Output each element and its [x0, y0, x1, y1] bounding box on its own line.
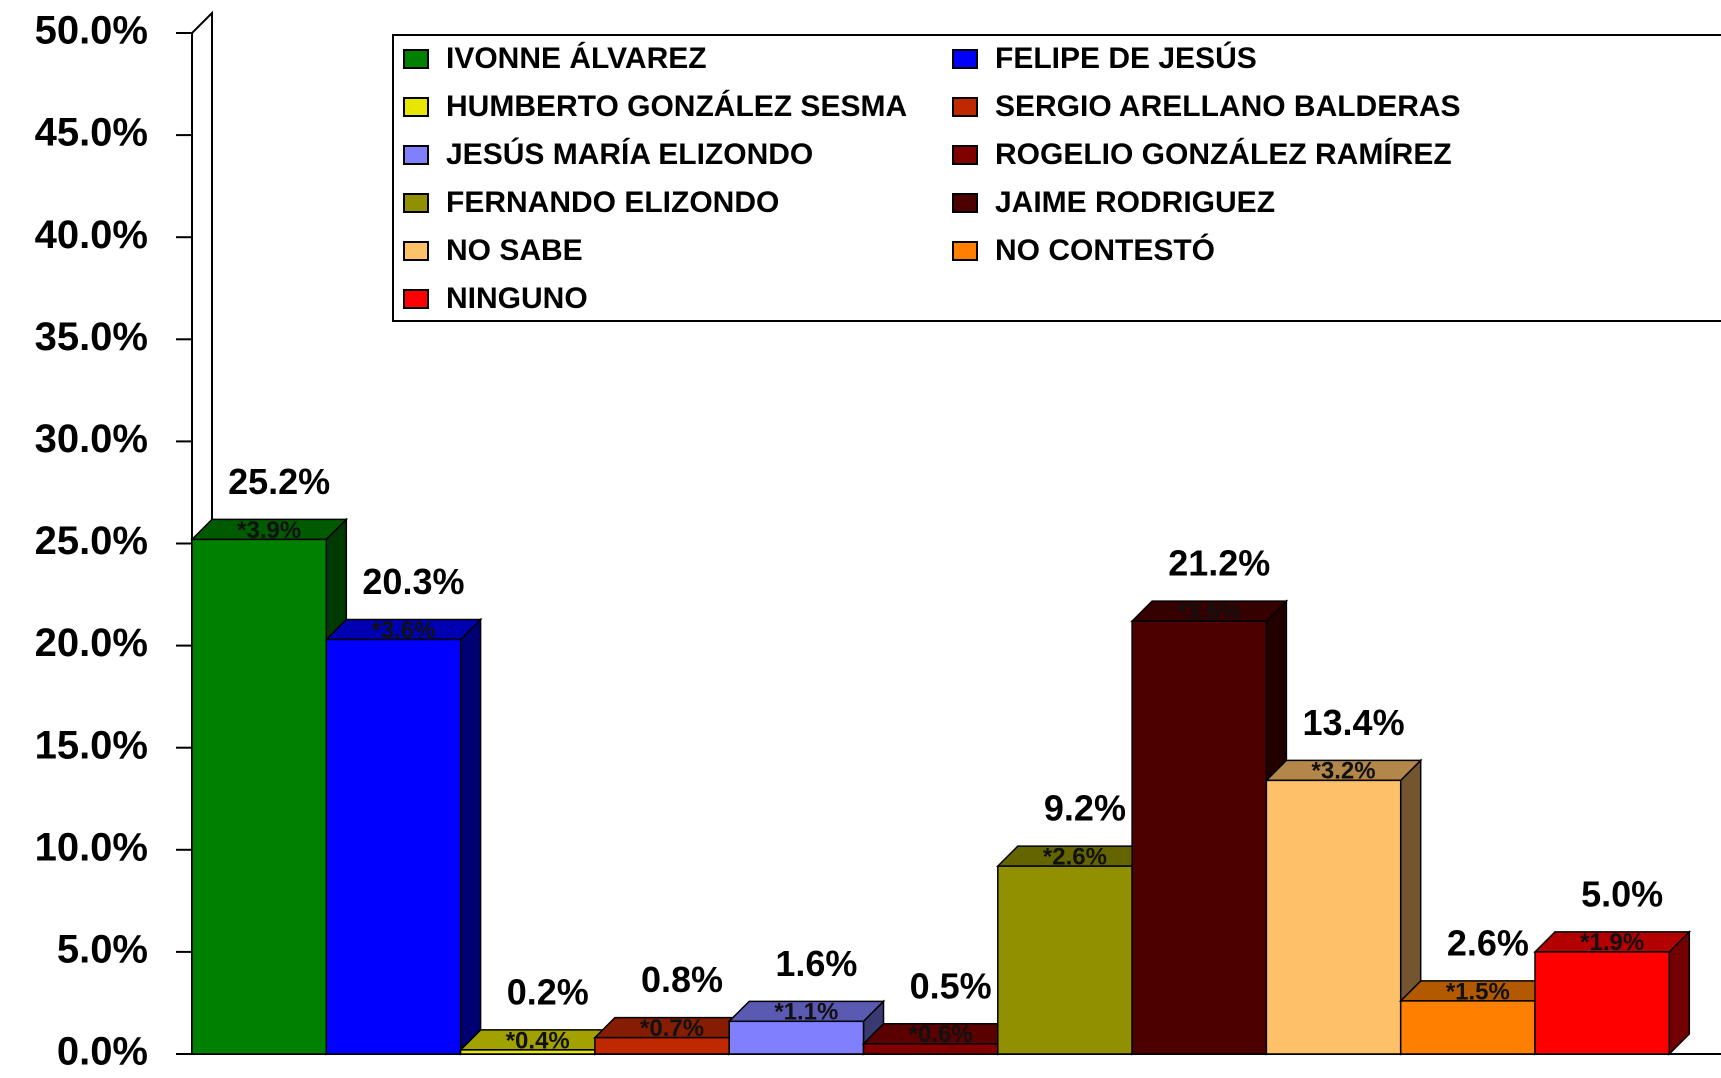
legend-label: FERNANDO ELIZONDO — [446, 186, 779, 219]
y-tick-label: 30.0% — [35, 417, 148, 461]
legend-label: JESÚS MARÍA ELIZONDO — [446, 137, 813, 171]
legend-swatch — [403, 145, 429, 165]
bar-front — [1131, 620, 1268, 1055]
bar — [190, 517, 349, 1056]
y-tick-label: 20.0% — [35, 621, 148, 665]
legend-swatch — [403, 241, 429, 261]
margin-label: *3.9% — [237, 517, 301, 544]
value-label: 13.4% — [1303, 702, 1405, 743]
legend-box — [392, 34, 1721, 322]
legend-label: NO SABE — [446, 234, 583, 267]
value-label: 5.0% — [1581, 873, 1663, 914]
legend-swatch — [952, 97, 978, 117]
margin-label: *0.6% — [909, 1021, 973, 1048]
bar — [1533, 930, 1692, 1056]
bar-front — [1534, 951, 1671, 1055]
bar-front — [997, 865, 1133, 1055]
legend-label: NO CONTESTÓ — [995, 233, 1215, 267]
legend-swatch — [403, 193, 429, 213]
value-label: 2.6% — [1447, 922, 1529, 963]
y-tick-label: 15.0% — [35, 723, 148, 767]
bar — [1398, 979, 1557, 1056]
bar-front — [325, 638, 462, 1055]
legend-label: IVONNE ÁLVAREZ — [446, 41, 707, 75]
margin-label: *0.7% — [640, 1015, 704, 1042]
legend-label: NINGUNO — [446, 282, 588, 315]
bar-front — [191, 538, 328, 1055]
margin-label: *2.6% — [1043, 843, 1107, 870]
value-label: 0.8% — [641, 959, 723, 1000]
value-label: 20.3% — [362, 561, 464, 602]
y-tick-label: 35.0% — [35, 315, 148, 359]
bar-front — [1399, 1000, 1536, 1055]
value-label: 9.2% — [1044, 788, 1126, 829]
bar-front — [728, 1020, 865, 1055]
bar — [1130, 599, 1289, 1056]
margin-label: *1.1% — [774, 999, 838, 1026]
bar — [995, 844, 1154, 1056]
legend-swatch — [952, 49, 978, 69]
margin-label: *1.5% — [1446, 978, 1510, 1005]
legend-label: FELIPE DE JESÚS — [995, 41, 1257, 75]
legend-label: ROGELIO GONZÁLEZ RAMÍREZ — [995, 137, 1452, 171]
y-tick-label: 5.0% — [57, 927, 148, 971]
value-label: 21.2% — [1168, 543, 1270, 584]
legend-label: JAIME RODRIGUEZ — [995, 186, 1275, 219]
bar-side — [1668, 930, 1691, 1056]
bar — [324, 617, 483, 1056]
legend-swatch — [403, 289, 429, 309]
margin-label: *3.6% — [371, 617, 435, 644]
value-label: 0.2% — [507, 971, 589, 1012]
legend-label: HUMBERTO GONZÁLEZ SESMA — [446, 89, 907, 123]
legend-swatch — [403, 49, 429, 69]
margin-label: *0.4% — [506, 1027, 570, 1054]
legend-swatch — [952, 193, 978, 213]
value-label: 0.5% — [910, 965, 992, 1006]
legend-swatch — [403, 97, 429, 117]
legend-swatch — [952, 145, 978, 165]
value-label: 1.6% — [775, 943, 857, 984]
bar-front — [1265, 779, 1402, 1055]
value-label: 25.2% — [228, 461, 330, 502]
legend-swatch — [952, 241, 978, 261]
y-tick-label: 45.0% — [35, 111, 148, 155]
y-tick-label: 50.0% — [35, 9, 148, 53]
y-tick-label: 40.0% — [35, 213, 148, 257]
bar — [727, 999, 886, 1056]
y-tick-label: 25.0% — [35, 519, 148, 563]
y-tick-label: 10.0% — [35, 825, 148, 869]
legend-label: SERGIO ARELLANO BALDERAS — [995, 90, 1461, 123]
y-tick-label: 0.0% — [57, 1030, 148, 1073]
margin-label: *1.9% — [1580, 929, 1644, 956]
margin-label: *3.2% — [1312, 758, 1376, 785]
bar-side — [459, 617, 482, 1056]
margin-label: *3.6% — [1177, 598, 1241, 625]
bar — [1264, 758, 1423, 1056]
